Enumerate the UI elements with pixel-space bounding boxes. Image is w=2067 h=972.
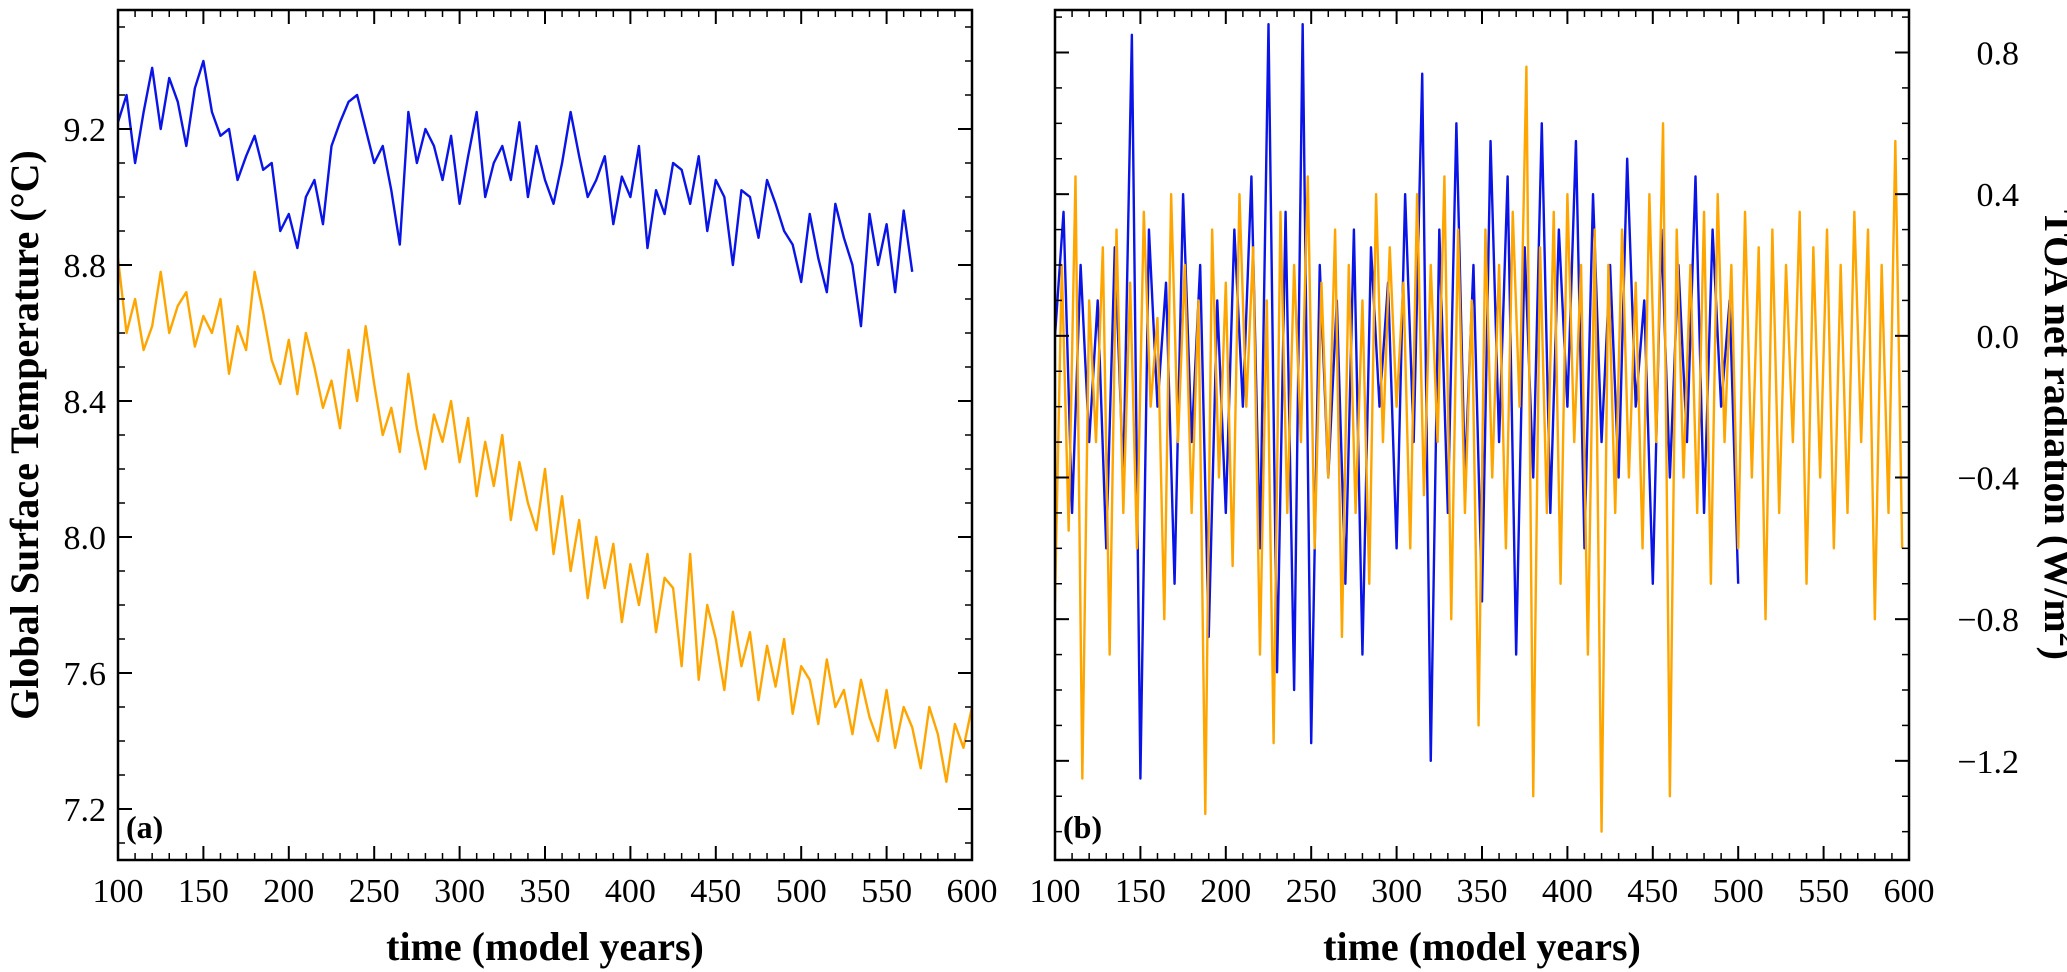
x-axis-title: time (model years)	[386, 924, 704, 969]
x-tick-label: 450	[690, 873, 741, 910]
y-tick-label: 0.0	[1977, 319, 2020, 356]
y-axis-title: TOA net radiation (W/m2)	[2036, 210, 2067, 660]
x-tick-label: 550	[1798, 873, 1849, 910]
x-tick-label: 600	[947, 873, 998, 910]
y-tick-label: 0.4	[1977, 177, 2020, 214]
y-tick-label: 0.8	[1977, 36, 2020, 73]
panel-label: (a)	[126, 809, 163, 845]
x-tick-label: 250	[349, 873, 400, 910]
y-tick-label: 9.2	[64, 112, 107, 149]
x-tick-label: 500	[776, 873, 827, 910]
y-tick-label: −0.4	[1957, 461, 2019, 498]
y-tick-label: 8.0	[64, 520, 107, 557]
y-tick-label: 8.4	[64, 384, 107, 421]
x-tick-label: 350	[1457, 873, 1508, 910]
y-tick-label: −1.2	[1957, 744, 2019, 781]
panel-a: 100 150 200 250 300 350 400 450 500 550 600 7.2 7.6 8…	[2, 8, 998, 969]
y-tick-label: 7.6	[64, 656, 107, 693]
x-tick-label: 150	[178, 873, 229, 910]
x-tick-label: 100	[1030, 873, 1081, 910]
series-line-blue	[118, 59, 914, 328]
x-tick-label: 450	[1627, 873, 1678, 910]
x-tick-label: 200	[1200, 873, 1251, 910]
x-tick-label: 100	[93, 873, 144, 910]
x-tick-label: 150	[1115, 873, 1166, 910]
x-tick-label: 400	[1542, 873, 1593, 910]
x-tick-label: 550	[861, 873, 912, 910]
x-axis-title: time (model years)	[1323, 924, 1641, 969]
x-tick-label: 350	[520, 873, 571, 910]
y-tick-label: 7.2	[64, 792, 107, 829]
panel-label: (b)	[1063, 809, 1102, 845]
x-tick-label: 300	[1371, 873, 1422, 910]
y-tick-label: 8.8	[64, 248, 107, 285]
x-tick-label: 600	[1884, 873, 1935, 910]
y-axis-title: Global Surface Temperature (°C)	[2, 150, 47, 720]
x-tick-label: 500	[1713, 873, 1764, 910]
plot-frame	[116, 8, 974, 862]
x-tick-label: 300	[434, 873, 485, 910]
y-tick-label: −0.8	[1957, 602, 2019, 639]
series-line-orange	[1055, 65, 1904, 833]
x-tick-label: 200	[263, 873, 314, 910]
panel-b: 100 150 200 250 300 350 400 450 500 550 600 −1.2 −0.…	[1030, 8, 2067, 969]
x-tick-label: 250	[1286, 873, 1337, 910]
series-line-orange	[118, 258, 972, 783]
x-tick-label: 400	[605, 873, 656, 910]
